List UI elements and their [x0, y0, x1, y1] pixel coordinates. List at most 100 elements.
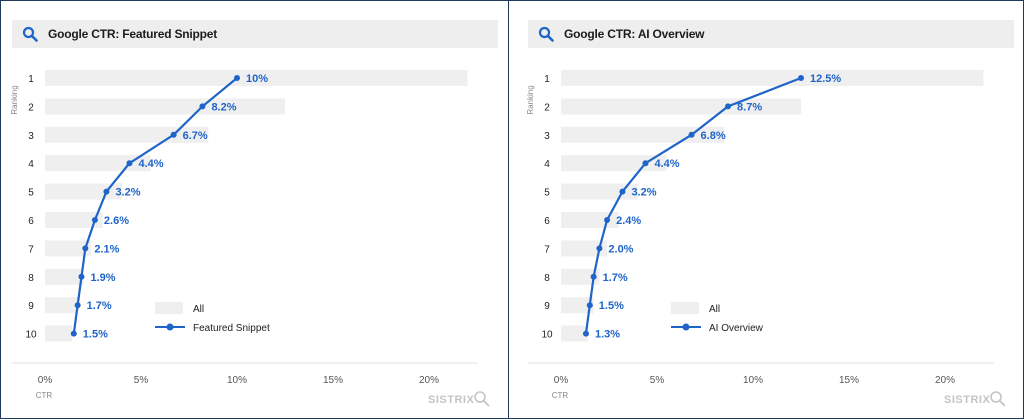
- value-label-rank-7: 2.0%: [608, 243, 633, 255]
- value-label-rank-3: 6.8%: [701, 130, 726, 142]
- value-label-rank-4: 4.4%: [654, 158, 679, 170]
- value-label-rank-9: 1.5%: [599, 300, 624, 312]
- point-rank-4: [642, 160, 649, 167]
- legend-swatch-all: [155, 302, 183, 314]
- magnifier-handle: [999, 400, 1006, 407]
- watermark-text: SISTRIX: [428, 394, 474, 406]
- bar-all-rank-7: [561, 240, 608, 257]
- bar-all-rank-10: [561, 325, 588, 342]
- y-axis-title: Ranking: [10, 85, 19, 114]
- x-tick-label-15: 15%: [323, 375, 343, 386]
- value-label-rank-5: 3.2%: [115, 187, 140, 199]
- point-rank-10: [70, 330, 77, 337]
- value-label-rank-3: 6.7%: [183, 130, 208, 142]
- x-axis-title: CTR: [552, 391, 569, 400]
- point-rank-6: [91, 217, 98, 223]
- watermark-text: SISTRIX: [944, 394, 990, 406]
- magnifier-lens: [474, 391, 486, 403]
- point-rank-6: [604, 217, 611, 223]
- bar-all-rank-7: [45, 240, 92, 257]
- watermark-magnifier-icon: [990, 391, 1006, 407]
- point-rank-5: [103, 188, 110, 195]
- legend-swatch-marker: [682, 323, 690, 331]
- magnifier-lens: [990, 391, 1002, 403]
- bar-all-rank-1: [561, 70, 984, 86]
- rank-label-7: 7: [544, 244, 550, 255]
- series-line-featured-snippet: [72, 77, 238, 334]
- value-label-rank-2: 8.7%: [737, 101, 762, 113]
- x-tick-label-15: 15%: [839, 375, 859, 386]
- value-label-rank-6: 2.4%: [616, 215, 641, 227]
- rank-label-1: 1: [28, 74, 34, 85]
- legend-swatch-marker: [166, 323, 174, 331]
- rank-label-3: 3: [28, 131, 34, 142]
- legend-label-all: All: [193, 304, 204, 315]
- rank-label-5: 5: [544, 188, 550, 199]
- point-rank-9: [586, 302, 593, 309]
- chart-featured-snippet: Ranking 1 2 3 4 5 6 7 8 9 10 10% 8.2% 6.7% 4.4% 3.2% 2.6…: [10, 70, 490, 407]
- bar-all-rank-9: [561, 297, 594, 314]
- bar-all-rank-2: [561, 98, 801, 115]
- point-rank-2: [725, 103, 732, 110]
- rank-label-7: 7: [28, 244, 34, 255]
- rank-label-1: 1: [544, 74, 550, 85]
- value-label-rank-2: 8.2%: [211, 101, 236, 113]
- magnifier-handle: [483, 400, 490, 407]
- x-tick-label-5: 5%: [650, 375, 665, 386]
- panel-header: Google CTR: AI Overview: [528, 20, 1014, 48]
- x-tick-label-10: 10%: [227, 375, 247, 386]
- x-tick-label-0: 0%: [554, 375, 569, 386]
- point-rank-10: [582, 330, 589, 337]
- chart-ai-overview: Ranking 1 2 3 4 5 6 7 8 9 10 12.5% 8.7% 6.8% 4.4% 3.2% 2…: [526, 70, 1006, 407]
- point-rank-5: [619, 188, 626, 195]
- rank-label-4: 4: [544, 159, 550, 170]
- bar-all-rank-1: [45, 70, 468, 86]
- panel-divider: [508, 0, 509, 419]
- point-rank-8: [78, 273, 85, 280]
- bar-all-rank-5: [561, 183, 638, 200]
- panel-title: Google CTR: AI Overview: [564, 27, 705, 41]
- bar-all-rank-6: [561, 212, 619, 228]
- point-rank-4: [126, 160, 133, 167]
- point-rank-7: [82, 245, 89, 252]
- value-label-rank-1: 12.5%: [810, 73, 841, 85]
- legend-label-all: All: [709, 304, 720, 315]
- x-tick-label-5: 5%: [134, 375, 149, 386]
- value-label-rank-4: 4.4%: [138, 158, 163, 170]
- rank-label-6: 6: [544, 216, 550, 227]
- value-label-rank-8: 1.7%: [603, 272, 628, 284]
- value-label-rank-8: 1.9%: [90, 272, 115, 284]
- rank-label-10: 10: [541, 330, 553, 341]
- value-label-rank-9: 1.7%: [87, 300, 112, 312]
- x-axis-title: CTR: [36, 391, 53, 400]
- rank-label-10: 10: [25, 330, 37, 341]
- bar-all-rank-10: [45, 325, 72, 342]
- rank-label-6: 6: [28, 216, 34, 227]
- rank-label-9: 9: [28, 301, 34, 312]
- point-rank-9: [74, 302, 81, 309]
- point-rank-1: [798, 75, 804, 81]
- search-icon: [528, 20, 564, 48]
- legend-label-featured-snippet: Featured Snippet: [193, 323, 270, 334]
- panel-title: Google CTR: Featured Snippet: [48, 27, 218, 41]
- value-label-rank-10: 1.3%: [595, 329, 620, 341]
- value-label-rank-1: 10%: [246, 73, 268, 85]
- chart-panel-featured-snippet: Google CTR: Featured Snippet Ranking 1 2 3 4…: [4, 0, 504, 419]
- bar-all-rank-9: [45, 297, 78, 314]
- bar-all-rank-4: [561, 155, 667, 172]
- x-tick-label-0: 0%: [38, 375, 53, 386]
- rank-label-4: 4: [28, 159, 34, 170]
- bar-all-rank-8: [561, 268, 600, 285]
- rank-label-8: 8: [544, 273, 550, 284]
- value-label-rank-5: 3.2%: [631, 187, 656, 199]
- bar-all-rank-8: [45, 268, 84, 285]
- point-rank-2: [199, 103, 206, 110]
- value-label-rank-10: 1.5%: [83, 329, 108, 341]
- point-rank-3: [170, 131, 177, 138]
- panel-header: Google CTR: Featured Snippet: [12, 20, 498, 48]
- value-label-rank-6: 2.6%: [104, 215, 129, 227]
- bar-all-rank-2: [45, 98, 285, 115]
- rank-label-2: 2: [28, 102, 34, 113]
- x-tick-label-10: 10%: [743, 375, 763, 386]
- value-label-rank-7: 2.1%: [94, 243, 119, 255]
